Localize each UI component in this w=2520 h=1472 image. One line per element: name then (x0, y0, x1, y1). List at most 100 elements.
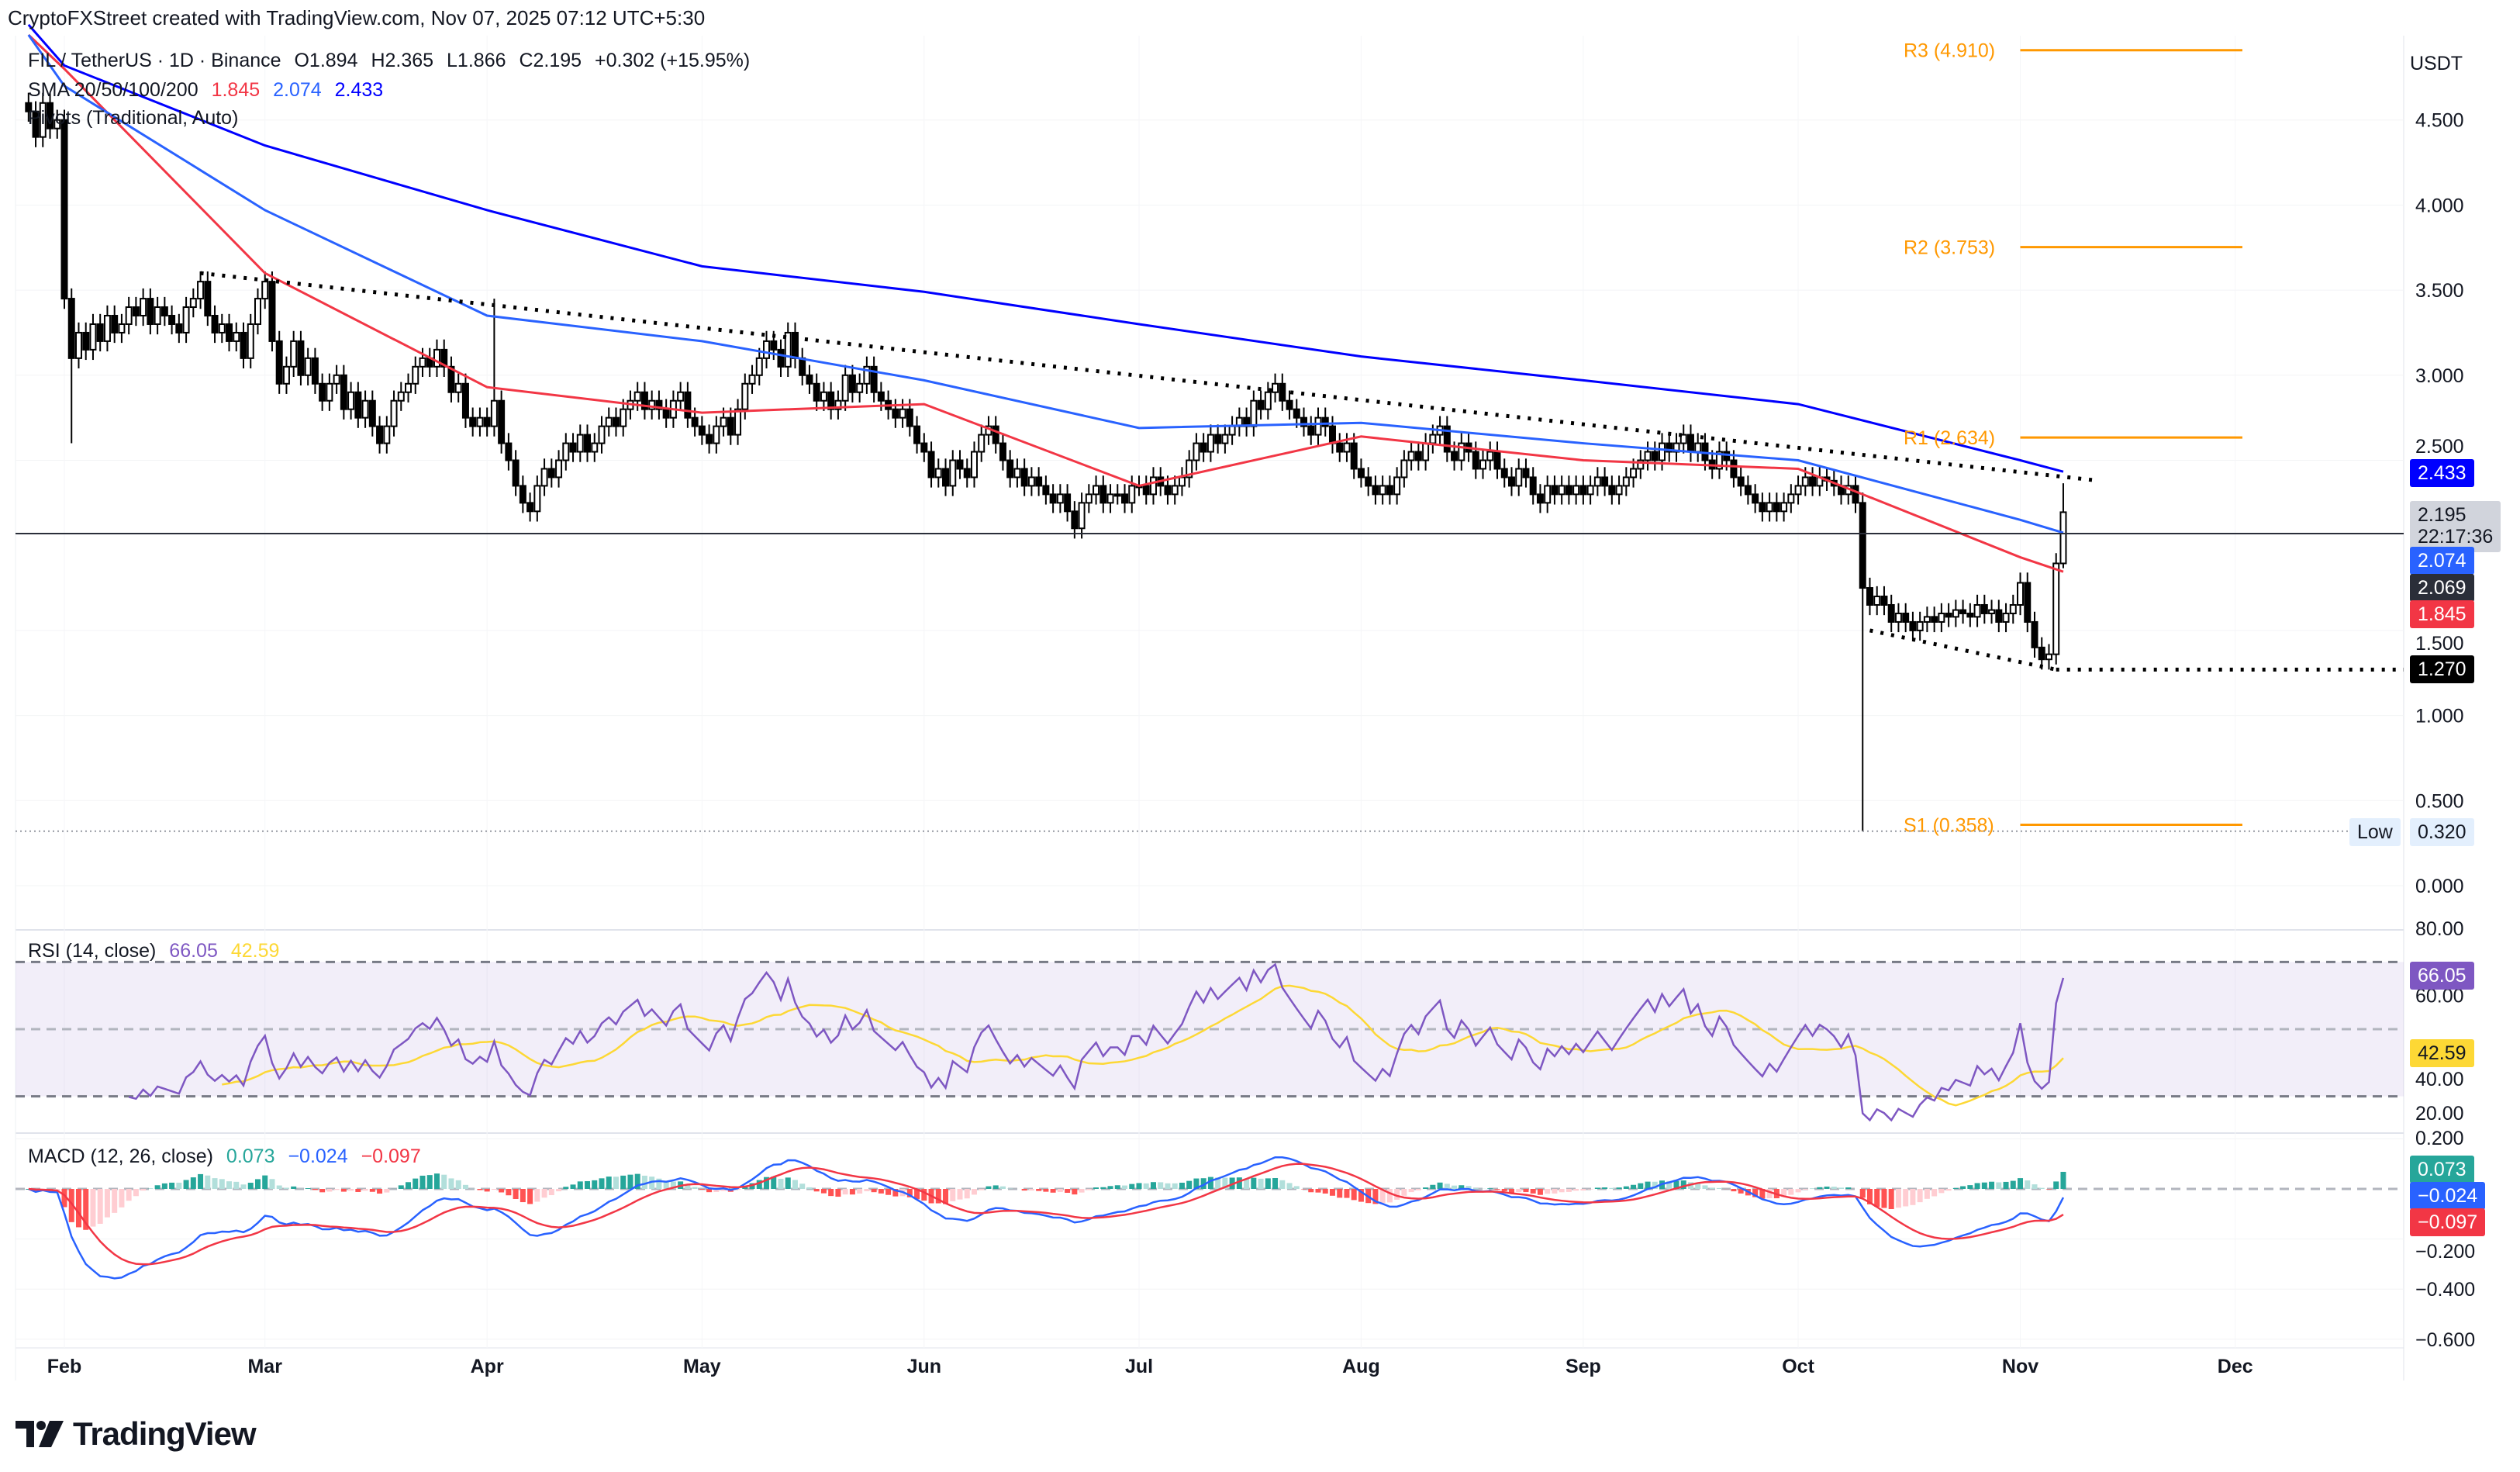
macd-histogram-bar (1494, 1189, 1500, 1190)
candle-up (1794, 485, 1802, 496)
attribution-text: CryptoFXStreet created with TradingView.… (8, 6, 706, 29)
candle-down (1071, 510, 1079, 530)
candle-down (32, 110, 40, 138)
macd-histogram-bar (262, 1175, 268, 1189)
macd-histogram-bar (1996, 1182, 2002, 1189)
candle-up (1615, 485, 1623, 496)
candle-up (1113, 493, 1121, 497)
macd-legend[interactable]: MACD (12, 26, close) 0.073 −0.024 −0.097 (28, 1145, 429, 1168)
candle-down (1164, 485, 1172, 496)
signal-line (28, 1163, 2064, 1266)
candle-up (605, 416, 613, 427)
candle-down (512, 459, 520, 487)
currency-label[interactable]: USDT (2410, 53, 2463, 74)
candle-up (1149, 476, 1157, 496)
macd-histogram-bar (326, 1189, 333, 1192)
candle-up (405, 382, 413, 393)
candle-up (383, 425, 391, 444)
time-tick-label: Nov (2002, 1356, 2038, 1377)
candle-down (1386, 485, 1393, 496)
macd-histogram-bar (1817, 1187, 1823, 1189)
macd-histogram-bar (1244, 1178, 1250, 1189)
macd-histogram-bar (161, 1183, 167, 1189)
candle-down (132, 306, 140, 317)
candle-down (25, 102, 33, 112)
macd-histogram-bar (1444, 1183, 1450, 1189)
macd-histogram-bar (1859, 1189, 1866, 1198)
candle-up (677, 391, 685, 402)
macd-histogram-bar (1687, 1182, 1693, 1189)
candle-down (67, 298, 75, 359)
macd-histogram-bar (276, 1185, 282, 1189)
macd-histogram-bar (254, 1179, 261, 1189)
candle-down (706, 434, 713, 444)
rsi-tick-label: 80.00 (2415, 918, 2464, 940)
tradingview-logo[interactable]: TradingView (16, 1415, 257, 1453)
macd-histogram-bar (1136, 1183, 1142, 1189)
candle-up (1407, 451, 1415, 461)
macd-histogram-bar (1415, 1189, 1421, 1190)
candle-down (1995, 609, 2003, 623)
candle-up (1916, 620, 1924, 631)
candle-down (440, 348, 448, 368)
macd-histogram-bar (369, 1189, 375, 1192)
candle-up (54, 119, 61, 130)
time-tick-label: Aug (1342, 1356, 1380, 1377)
macd-histogram-bar (1795, 1189, 1801, 1193)
candle-up (282, 365, 290, 385)
macd-histogram-bar (792, 1180, 798, 1189)
sma-legend[interactable]: SMA 20/50/100/200 1.845 2.074 2.433 (28, 79, 391, 102)
candle-down (1365, 476, 1372, 487)
candle-down (1472, 451, 1479, 470)
candle-down (1142, 485, 1150, 496)
candle-down (1866, 587, 1873, 606)
rsi-tick-label: 40.00 (2415, 1069, 2464, 1090)
macd-histogram-bar (1673, 1180, 1679, 1189)
candle-up (856, 382, 864, 393)
sma-line (27, 33, 2064, 573)
candle-up (540, 468, 548, 487)
macd-histogram-bar (355, 1189, 361, 1192)
candle-down (1601, 476, 1609, 487)
candle-down (175, 323, 183, 333)
candle-down (1293, 408, 1300, 419)
candle-down (1300, 416, 1308, 427)
macd-histogram-bar (398, 1185, 404, 1189)
macd-histogram-bar (720, 1189, 727, 1191)
macd-histogram-bar (1093, 1187, 1099, 1189)
candle-down (1730, 459, 1738, 479)
candle-up (197, 281, 205, 300)
pivots-legend[interactable]: Pivots (Traditional, Auto) (28, 107, 246, 130)
symbol-name[interactable]: FIL / TetherUS · 1D · Binance (28, 50, 281, 71)
macd-histogram-bar (1452, 1185, 1458, 1189)
macd-histogram-bar (785, 1177, 791, 1189)
candle-down (813, 382, 820, 402)
macd-histogram-bar (441, 1174, 447, 1189)
price-tick-label: 3.500 (2415, 280, 2464, 302)
price-tick-label: 0.000 (2415, 876, 2464, 897)
macd-histogram-bar (283, 1187, 289, 1189)
candle-up (1515, 468, 1523, 487)
macd-histogram-bar (620, 1175, 627, 1189)
candle-up (755, 357, 763, 376)
macd-histogram-bar (1200, 1178, 1206, 1189)
macd-histogram-bar (1960, 1186, 1966, 1189)
macd-histogram-bar (1989, 1181, 1995, 1189)
candle-up (490, 399, 498, 427)
macd-histogram-bar (419, 1175, 426, 1189)
candle-up (1787, 493, 1795, 504)
candle-up (562, 442, 570, 461)
candle-up (39, 102, 47, 138)
macd-histogram-bar (878, 1189, 884, 1194)
macd-histogram-bar (1981, 1182, 1987, 1189)
macd-histogram-bar (312, 1189, 318, 1190)
candle-up (140, 298, 147, 317)
candle-down (161, 306, 168, 317)
candle-up (1558, 485, 1566, 496)
candle-up (1078, 502, 1086, 530)
candle-up (820, 391, 827, 402)
macd-histogram-bar (426, 1175, 433, 1189)
rsi-legend[interactable]: RSI (14, close) 66.05 42.59 (28, 940, 287, 962)
macd-histogram-bar (513, 1189, 519, 1199)
